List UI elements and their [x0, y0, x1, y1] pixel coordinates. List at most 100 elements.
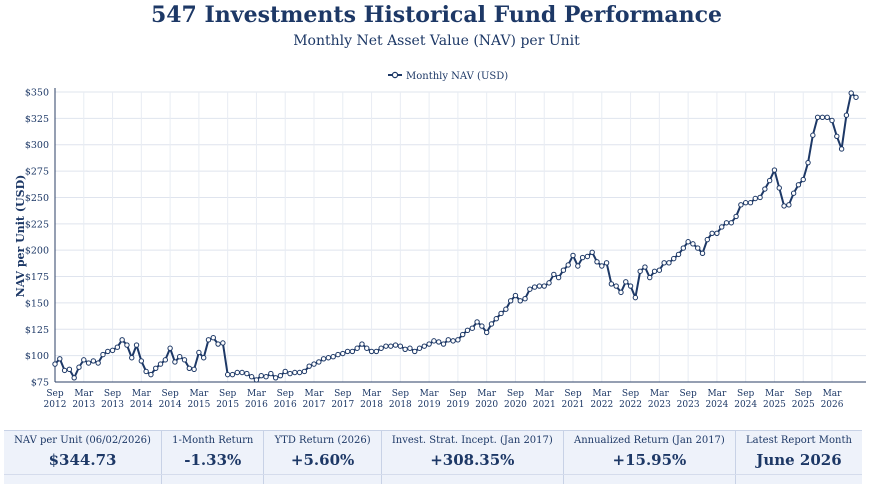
data-point	[699, 250, 706, 257]
data-point	[709, 230, 715, 237]
x-tick-label: Mar	[765, 389, 785, 399]
data-point	[296, 369, 303, 376]
data-point	[52, 361, 58, 367]
x-tick-label: Sep	[277, 389, 294, 399]
data-point	[671, 255, 677, 262]
data-point	[714, 230, 720, 237]
x-tick-year: 2021	[562, 400, 585, 410]
data-point	[205, 337, 212, 343]
data-point	[119, 337, 125, 343]
data-point	[71, 375, 77, 381]
data-point	[200, 355, 207, 361]
data-point	[57, 356, 63, 362]
data-point	[407, 345, 413, 351]
page-title: 547 Investments Historical Fund Performa…	[150, 2, 723, 28]
y-tick-label: $200	[25, 246, 49, 257]
x-tick-label: Mar	[477, 389, 497, 399]
data-point	[277, 372, 284, 379]
data-point	[426, 341, 432, 347]
stat-value: +308.35%	[430, 451, 515, 469]
data-point	[517, 298, 523, 304]
data-point	[666, 260, 672, 266]
data-point	[512, 292, 519, 299]
data-point	[368, 348, 375, 355]
data-point	[253, 377, 260, 383]
data-point	[412, 348, 418, 355]
x-tick-year: 2022	[619, 400, 642, 410]
x-tick-label: Sep	[737, 389, 754, 399]
stat-ytd-return: YTD Return (2026) +5.60%	[264, 431, 382, 484]
data-point	[589, 249, 595, 255]
stat-value: $344.73	[48, 451, 117, 469]
data-point	[76, 364, 82, 370]
legend: Monthly NAV (USD)	[388, 71, 508, 82]
data-point	[599, 263, 605, 269]
data-point	[397, 343, 404, 349]
x-tick-label: Mar	[247, 389, 267, 399]
x-tick-year: 2012	[44, 400, 67, 410]
x-tick-year: 2014	[130, 400, 153, 410]
data-point	[531, 284, 538, 290]
x-tick-year: 2017	[331, 400, 354, 410]
data-point	[148, 371, 154, 378]
x-tick-year: 2025	[763, 400, 786, 410]
data-point	[795, 182, 802, 188]
data-point	[814, 114, 821, 121]
x-tick-year: 2013	[72, 400, 95, 410]
data-point	[555, 274, 562, 281]
data-point	[632, 294, 639, 301]
data-point	[771, 167, 778, 173]
data-point	[762, 186, 768, 192]
x-tick-year: 2019	[446, 400, 469, 410]
data-point	[373, 348, 380, 355]
x-tick-year: 2022	[590, 400, 613, 410]
y-tick-label: $325	[25, 114, 49, 125]
data-point	[383, 343, 389, 349]
x-tick-year: 2026	[821, 400, 844, 410]
data-point	[95, 360, 101, 366]
data-point	[661, 260, 667, 266]
data-point	[234, 369, 240, 376]
data-point	[66, 366, 73, 373]
data-point	[325, 355, 332, 361]
data-point	[100, 351, 106, 358]
data-point	[344, 348, 351, 355]
data-point	[109, 347, 116, 354]
y-tick-label: $150	[25, 298, 49, 309]
data-point	[157, 361, 164, 367]
data-point	[838, 146, 845, 152]
data-point	[330, 353, 336, 360]
data-point	[129, 355, 135, 361]
data-point	[153, 365, 159, 371]
nav-line-chart: $75 $100 $125 $150 $175 $200 $225 $250 $275 $300 $…	[14, 71, 866, 410]
x-tick-label: Sep	[622, 389, 639, 399]
data-point	[488, 321, 495, 327]
data-point	[623, 279, 629, 285]
data-point	[388, 343, 394, 349]
x-tick-year: 2015	[216, 400, 239, 410]
y-tick-label: $75	[31, 378, 49, 389]
data-point	[565, 262, 571, 268]
data-point	[627, 283, 634, 289]
data-point	[507, 298, 514, 304]
data-point	[244, 370, 250, 377]
data-point	[560, 267, 567, 273]
x-tick-label: Sep	[161, 389, 178, 399]
data-point	[354, 345, 360, 351]
x-tick-year: 2018	[360, 400, 383, 410]
x-tick-label: Sep	[46, 389, 63, 399]
data-point	[186, 365, 192, 371]
data-point	[220, 340, 226, 346]
data-point	[498, 310, 504, 317]
data-point	[61, 367, 68, 374]
x-tick-label: Sep	[449, 389, 466, 399]
data-point	[747, 200, 754, 206]
x-tick-year: 2018	[389, 400, 412, 410]
data-point	[584, 253, 591, 260]
data-point	[306, 363, 312, 369]
data-point	[311, 361, 317, 367]
data-point	[603, 260, 610, 266]
data-point	[522, 295, 528, 302]
stat-nav-per-unit: NAV per Unit (06/02/2026) $344.73	[4, 431, 163, 484]
x-tick-year: 2016	[245, 400, 268, 410]
